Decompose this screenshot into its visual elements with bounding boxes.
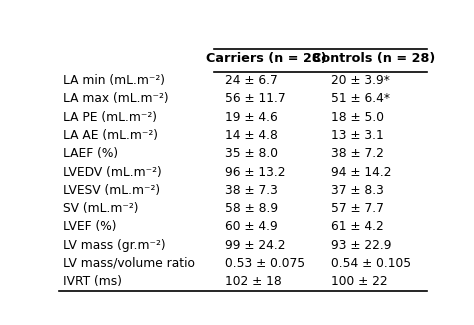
Text: 35 ± 8.0: 35 ± 8.0 bbox=[225, 147, 278, 160]
Text: 19 ± 4.6: 19 ± 4.6 bbox=[225, 111, 277, 124]
Text: 57 ± 7.7: 57 ± 7.7 bbox=[331, 202, 384, 215]
Text: 20 ± 3.9*: 20 ± 3.9* bbox=[331, 74, 390, 87]
Text: LA AE (mL.m⁻²): LA AE (mL.m⁻²) bbox=[63, 129, 158, 142]
Text: LV mass/volume ratio: LV mass/volume ratio bbox=[63, 257, 195, 270]
Text: LA max (mL.m⁻²): LA max (mL.m⁻²) bbox=[63, 92, 169, 105]
Text: 24 ± 6.7: 24 ± 6.7 bbox=[225, 74, 277, 87]
Text: 102 ± 18: 102 ± 18 bbox=[225, 275, 281, 288]
Text: 0.54 ± 0.105: 0.54 ± 0.105 bbox=[331, 257, 411, 270]
Text: 58 ± 8.9: 58 ± 8.9 bbox=[225, 202, 278, 215]
Text: LA PE (mL.m⁻²): LA PE (mL.m⁻²) bbox=[63, 111, 157, 124]
Text: 100 ± 22: 100 ± 22 bbox=[331, 275, 388, 288]
Text: 18 ± 5.0: 18 ± 5.0 bbox=[331, 111, 384, 124]
Text: 93 ± 22.9: 93 ± 22.9 bbox=[331, 239, 392, 252]
Text: 0.53 ± 0.075: 0.53 ± 0.075 bbox=[225, 257, 305, 270]
Text: 94 ± 14.2: 94 ± 14.2 bbox=[331, 165, 392, 178]
Text: 60 ± 4.9: 60 ± 4.9 bbox=[225, 220, 277, 233]
Text: IVRT (ms): IVRT (ms) bbox=[63, 275, 122, 288]
Text: 99 ± 24.2: 99 ± 24.2 bbox=[225, 239, 285, 252]
Text: 51 ± 6.4*: 51 ± 6.4* bbox=[331, 92, 390, 105]
Text: 13 ± 3.1: 13 ± 3.1 bbox=[331, 129, 384, 142]
Text: LVEF (%): LVEF (%) bbox=[63, 220, 117, 233]
Text: 38 ± 7.3: 38 ± 7.3 bbox=[225, 184, 277, 197]
Text: SV (mL.m⁻²): SV (mL.m⁻²) bbox=[63, 202, 138, 215]
Text: LV mass (gr.m⁻²): LV mass (gr.m⁻²) bbox=[63, 239, 165, 252]
Text: LVEDV (mL.m⁻²): LVEDV (mL.m⁻²) bbox=[63, 165, 162, 178]
Text: 96 ± 13.2: 96 ± 13.2 bbox=[225, 165, 285, 178]
Text: Controls (n = 28): Controls (n = 28) bbox=[312, 52, 435, 65]
Text: Carriers (n = 28): Carriers (n = 28) bbox=[207, 52, 327, 65]
Text: 38 ± 7.2: 38 ± 7.2 bbox=[331, 147, 384, 160]
Text: 14 ± 4.8: 14 ± 4.8 bbox=[225, 129, 277, 142]
Text: LVESV (mL.m⁻²): LVESV (mL.m⁻²) bbox=[63, 184, 160, 197]
Text: 61 ± 4.2: 61 ± 4.2 bbox=[331, 220, 384, 233]
Text: LA min (mL.m⁻²): LA min (mL.m⁻²) bbox=[63, 74, 165, 87]
Text: 56 ± 11.7: 56 ± 11.7 bbox=[225, 92, 285, 105]
Text: 37 ± 8.3: 37 ± 8.3 bbox=[331, 184, 384, 197]
Text: LAEF (%): LAEF (%) bbox=[63, 147, 118, 160]
